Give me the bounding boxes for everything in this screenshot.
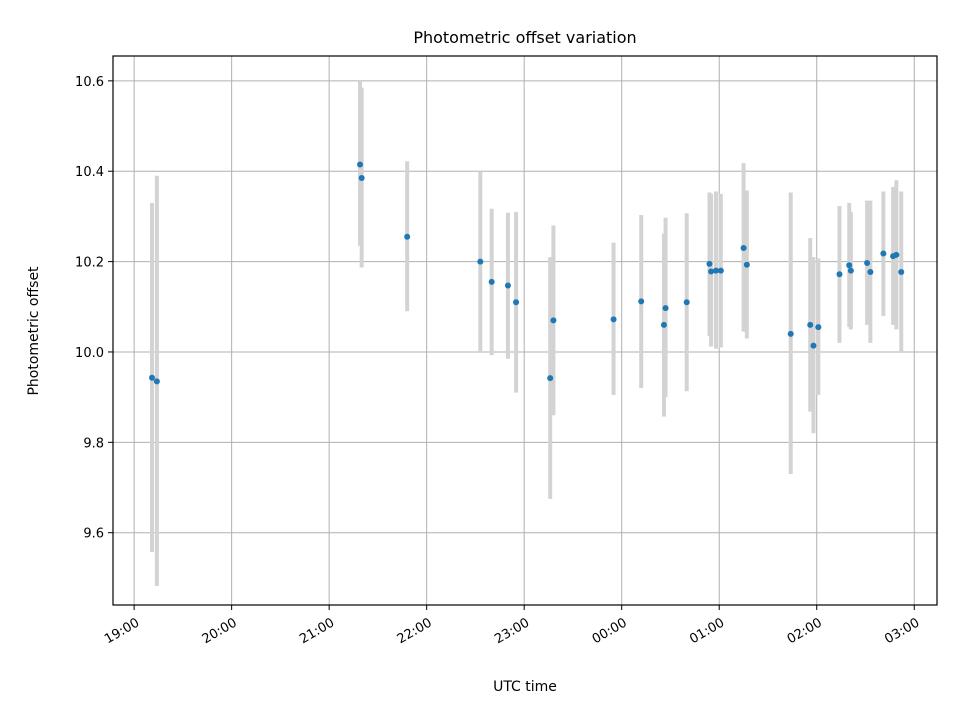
grid-lines (113, 56, 937, 605)
data-point (488, 278, 495, 285)
data-point (153, 378, 160, 385)
data-point (740, 245, 747, 252)
data-point (712, 267, 719, 274)
y-tick-label: 9.8 (83, 436, 104, 451)
data-point (706, 260, 713, 267)
y-axis-ticks: 9.6 9.8 10.0 10.2 10.4 10.6 (75, 75, 113, 542)
data-point (662, 305, 669, 312)
data-point (847, 267, 854, 274)
data-point (683, 299, 690, 306)
data-point (846, 262, 853, 269)
data-point (810, 342, 817, 349)
data-point (880, 250, 887, 257)
data-point (660, 321, 667, 328)
data-point (708, 268, 715, 275)
data-point (358, 175, 365, 181)
chart-title: Photometric offset variation (413, 28, 636, 47)
data-point (815, 324, 822, 331)
data-point (404, 233, 411, 240)
y-axis-label: Photometric offset (26, 266, 42, 396)
plot-frame (112, 55, 938, 606)
data-point (893, 251, 900, 258)
y-tick-label: 10.4 (75, 165, 104, 180)
y-tick-label: 10.6 (75, 75, 104, 90)
data-point (898, 268, 905, 275)
x-axis-label: UTC time (493, 679, 557, 695)
data-point (149, 374, 156, 381)
data-point (638, 298, 645, 305)
data-point (504, 282, 511, 289)
y-tick-label: 9.6 (83, 527, 104, 542)
data-point (547, 375, 554, 382)
data-point (836, 271, 843, 278)
data-point (807, 321, 814, 328)
data-point (357, 161, 364, 168)
y-tick-label: 10.2 (75, 256, 104, 271)
data-point (743, 261, 750, 268)
y-tick-label: 10.0 (75, 346, 104, 361)
data-point (550, 317, 557, 324)
data-point (513, 299, 520, 306)
data-point (610, 316, 617, 323)
data-points (149, 161, 905, 385)
data-point (787, 330, 794, 337)
data-point (864, 259, 871, 266)
data-point (717, 267, 724, 274)
data-point (867, 268, 874, 275)
data-point (477, 258, 484, 265)
